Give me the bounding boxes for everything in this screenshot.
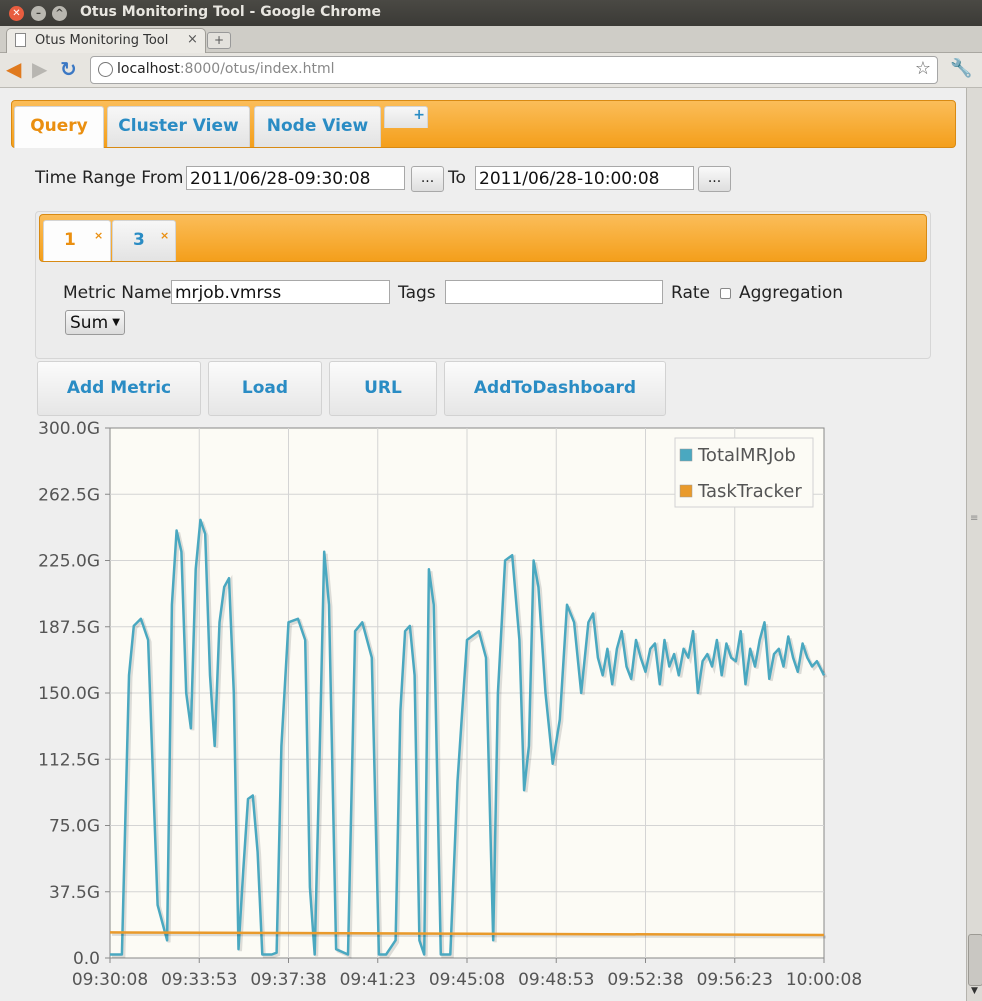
window-title: Otus Monitoring Tool - Google Chrome <box>80 4 382 20</box>
x-tick-label: 09:56:23 <box>697 970 773 990</box>
tab-query[interactable]: Query <box>14 106 104 148</box>
scroll-down-arrow-icon[interactable]: ▼ <box>971 986 978 996</box>
time-from-input[interactable]: 2011/06/28-09:30:08 <box>186 166 405 190</box>
query-tab-1-close-icon[interactable]: × <box>94 229 104 242</box>
y-tick-label: 187.5G <box>38 618 100 638</box>
x-tick-label: 09:37:38 <box>250 970 326 990</box>
add-to-dashboard-button[interactable]: AddToDashboard <box>444 361 666 416</box>
window-titlebar: ✕ – ^ Otus Monitoring Tool - Google Chro… <box>0 0 982 26</box>
add-metric-button[interactable]: Add Metric <box>37 361 201 416</box>
legend-label: TaskTracker <box>697 481 802 502</box>
y-tick-label: 37.5G <box>49 883 100 903</box>
browser-tab-strip: Otus Monitoring Tool × + <box>0 26 982 53</box>
y-tick-label: 300.0G <box>38 419 100 439</box>
legend-swatch <box>679 448 693 462</box>
x-tick-label: 09:41:23 <box>340 970 416 990</box>
load-button[interactable]: Load <box>208 361 322 416</box>
minimize-window-icon[interactable]: – <box>31 6 46 21</box>
query-tab-3[interactable]: 3 × <box>112 220 176 261</box>
aggregation-label: Aggregation <box>739 283 844 303</box>
x-tick-label: 09:30:08 <box>72 970 148 990</box>
y-tick-label: 150.0G <box>38 684 100 704</box>
main-tab-bar: Query Cluster View Node View + <box>11 100 956 148</box>
tab-close-icon[interactable]: × <box>187 32 198 47</box>
metric-name-input[interactable]: mrjob.vmrss <box>171 280 390 304</box>
series-shadow <box>112 521 828 959</box>
y-tick-label: 262.5G <box>38 485 100 505</box>
tab-node-view[interactable]: Node View <box>254 106 381 147</box>
url-host: localhost <box>117 61 180 77</box>
legend-box <box>674 437 814 508</box>
query-tab-3-label: 3 <box>133 230 145 250</box>
time-to-picker-button[interactable]: ... <box>698 166 731 192</box>
time-to-input[interactable]: 2011/06/28-10:00:08 <box>475 166 694 190</box>
time-range-from-label: Time Range From <box>35 168 184 188</box>
time-from-picker-button[interactable]: ... <box>411 166 444 192</box>
scrollbar-thumb[interactable] <box>968 934 982 986</box>
x-tick-label: 09:48:53 <box>518 970 594 990</box>
series-shadow <box>111 932 827 939</box>
maximize-window-icon[interactable]: ^ <box>52 6 67 21</box>
tags-input[interactable] <box>445 280 663 304</box>
series-line-tasktracker <box>109 931 825 937</box>
y-tick-label: 112.5G <box>38 750 100 770</box>
x-tick-label: 09:52:38 <box>607 970 683 990</box>
address-url[interactable]: localhost:8000/otus/index.html <box>117 61 335 77</box>
bookmark-star-icon[interactable]: ☆ <box>914 58 931 79</box>
query-tab-1[interactable]: 1 × <box>43 220 111 261</box>
tab-add[interactable]: + <box>384 106 428 128</box>
rate-label: Rate <box>671 283 710 303</box>
reload-icon[interactable]: ↻ <box>60 57 77 81</box>
new-tab-button[interactable]: + <box>207 32 231 49</box>
scrollbar-grip-icon: ≡ <box>970 513 979 524</box>
chevron-down-icon: ▼ <box>112 317 120 328</box>
back-arrow-icon[interactable]: ◀ <box>6 57 22 81</box>
time-range-to-label: To <box>448 168 466 188</box>
query-tab-3-close-icon[interactable]: × <box>160 229 170 242</box>
x-tick-label: 09:45:08 <box>429 970 505 990</box>
address-bar[interactable]: localhost:8000/otus/index.html ☆ <box>90 56 938 84</box>
globe-icon <box>98 62 113 77</box>
y-tick-label: 225.0G <box>38 552 100 572</box>
metric-name-label: Metric Name <box>63 283 172 303</box>
page-favicon-icon <box>15 33 26 47</box>
query-tab-bar: 1 × 3 × <box>39 214 927 262</box>
browser-toolbar: ◀ ▶ ↻ localhost:8000/otus/index.html ☆ 🔧 <box>0 53 982 88</box>
rate-checkbox[interactable] <box>720 288 731 299</box>
legend-swatch <box>679 484 693 498</box>
vertical-scrollbar[interactable]: ≡ ▼ <box>966 88 982 1001</box>
y-tick-label: 0.0 <box>73 949 100 969</box>
query-tab-1-label: 1 <box>64 230 76 250</box>
url-button[interactable]: URL <box>329 361 437 416</box>
browser-tab[interactable]: Otus Monitoring Tool × <box>6 28 206 53</box>
aggregation-selected-value: Sum <box>70 313 109 333</box>
url-path: :8000/otus/index.html <box>179 61 335 77</box>
x-tick-label: 09:33:53 <box>161 970 237 990</box>
aggregation-select[interactable]: Sum ▼ <box>65 310 125 335</box>
browser-tab-title: Otus Monitoring Tool <box>35 33 169 48</box>
series-line-totalmrjob <box>110 518 826 956</box>
x-tick-label: 10:00:08 <box>786 970 862 990</box>
y-tick-label: 75.0G <box>49 817 100 837</box>
tab-cluster-view[interactable]: Cluster View <box>107 106 250 147</box>
legend-label: TotalMRJob <box>697 445 796 466</box>
close-window-icon[interactable]: ✕ <box>9 6 24 21</box>
forward-arrow-icon[interactable]: ▶ <box>32 57 48 81</box>
wrench-menu-icon[interactable]: 🔧 <box>950 58 973 79</box>
tags-label: Tags <box>398 283 436 303</box>
